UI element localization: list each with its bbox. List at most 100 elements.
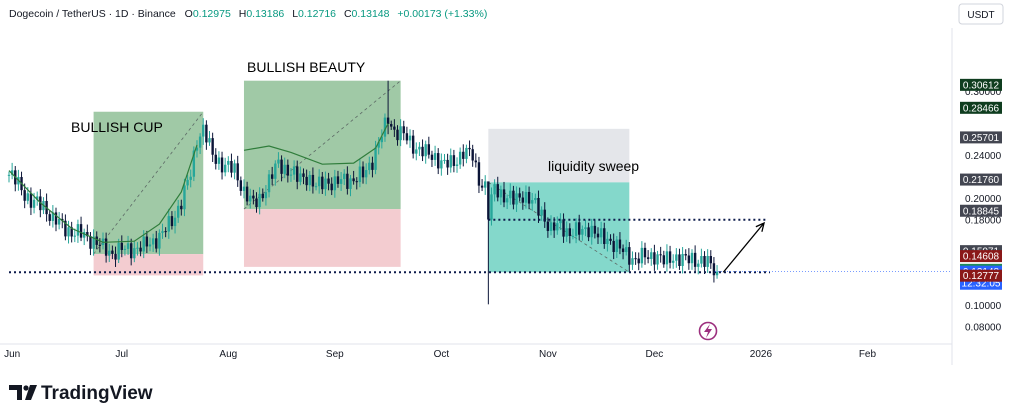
tradingview-logo[interactable]: TradingView [9, 383, 153, 404]
candle-body [421, 146, 424, 157]
candle-body [521, 197, 525, 203]
candle-body [151, 238, 155, 245]
candle-body [515, 193, 518, 205]
candle-body [465, 147, 468, 159]
candle-body [211, 138, 214, 155]
candle-body [123, 248, 127, 250]
time-tick-label: Sep [326, 349, 344, 360]
candle-body [139, 247, 142, 252]
candle-body [142, 236, 145, 252]
candle-body [321, 176, 324, 190]
candle-body [697, 263, 700, 267]
annotation-bullish-cup: BULLISH CUP [71, 119, 163, 135]
candle-body [424, 144, 427, 157]
candle-body [302, 173, 305, 177]
candle-body [129, 243, 133, 259]
header-open-label: O [185, 8, 193, 20]
candle-body [26, 193, 29, 201]
candle-body [98, 244, 102, 246]
candle-body [352, 178, 355, 182]
time-axis[interactable]: Jun Jul Aug Sep Oct Nov Dec 2026 Feb [4, 349, 876, 360]
candle-body [158, 232, 161, 249]
candle-body [383, 117, 387, 137]
diagonals-layer [93, 80, 630, 273]
candle-body [336, 176, 340, 184]
candle-body [364, 170, 368, 178]
cup-curve-2 [243, 123, 389, 165]
candle-body [590, 225, 593, 238]
header-change: +0.00173 (+1.33%) [397, 8, 487, 20]
candle-body [54, 212, 58, 225]
candle-body [361, 166, 365, 178]
candle-body [546, 221, 550, 231]
candle-body [562, 219, 565, 237]
candle-body [593, 225, 597, 234]
candle-body [408, 135, 412, 141]
price-badges: 0.306120.284660.257010.217600.188450.150… [960, 78, 1002, 290]
candle-body [220, 157, 224, 173]
candle-body [640, 247, 644, 264]
candle-body [7, 174, 11, 176]
header-high-label: H [239, 8, 247, 20]
cup-curve-1 [8, 144, 198, 243]
candle-body [227, 160, 230, 165]
candle-body [646, 257, 650, 259]
candle-body [189, 176, 192, 180]
candle-body [324, 178, 327, 190]
lightning-icon[interactable] [698, 321, 718, 341]
candle-body [292, 166, 296, 175]
candle-body [155, 238, 158, 249]
candle-body [386, 117, 390, 125]
time-tick-label: Nov [539, 349, 557, 360]
candle-body [170, 216, 174, 227]
candle-body [208, 138, 211, 143]
candle-body [411, 135, 415, 154]
candle-body [114, 253, 117, 260]
candle-body [543, 209, 546, 222]
candle-body [415, 149, 418, 154]
candle-body [571, 235, 575, 237]
price-axis[interactable]: 0.30000 0.24000 0.20000 0.18000 0.10000 0.080… [965, 87, 1002, 333]
candle-body [709, 256, 712, 264]
candle-body [214, 154, 217, 164]
time-tick-label: Dec [645, 349, 663, 360]
candle-body [192, 150, 196, 177]
candle-body [606, 238, 609, 245]
price-badge [960, 269, 1002, 282]
candle-body [280, 159, 283, 174]
candle-body [396, 129, 399, 141]
candle-body [556, 223, 559, 231]
header-low-label: L [292, 8, 298, 20]
candle-body [236, 163, 239, 181]
price-badge-label: 0.21760 [963, 175, 1000, 186]
candle-body [621, 248, 625, 253]
annotation-liquidity-sweep: liquidity sweep [548, 158, 639, 174]
candle-body [443, 159, 446, 161]
candle-body [512, 190, 515, 205]
price-tick-label: 0.24000 [965, 151, 1002, 162]
candle-body [487, 181, 490, 220]
candle-body [233, 163, 236, 173]
candle-body [430, 154, 434, 160]
candle-body [665, 251, 669, 265]
candle-body [690, 252, 694, 264]
candle-body [270, 174, 274, 179]
candle-body [198, 136, 202, 148]
price-badge [960, 131, 1002, 144]
candle-body [252, 195, 255, 199]
candle-body [405, 133, 409, 141]
candle-body [277, 159, 280, 164]
candle-body [634, 258, 637, 260]
currency-selector[interactable]: USDT [958, 3, 1004, 25]
candle-body [603, 228, 606, 245]
candle-body [117, 242, 120, 260]
candle-body [449, 155, 452, 168]
brand-name: TradingView [41, 383, 153, 404]
candle-body [173, 217, 177, 227]
candle-body [61, 218, 64, 221]
candle-body [57, 218, 61, 225]
candle-body [609, 238, 612, 241]
candle-body [390, 124, 393, 127]
